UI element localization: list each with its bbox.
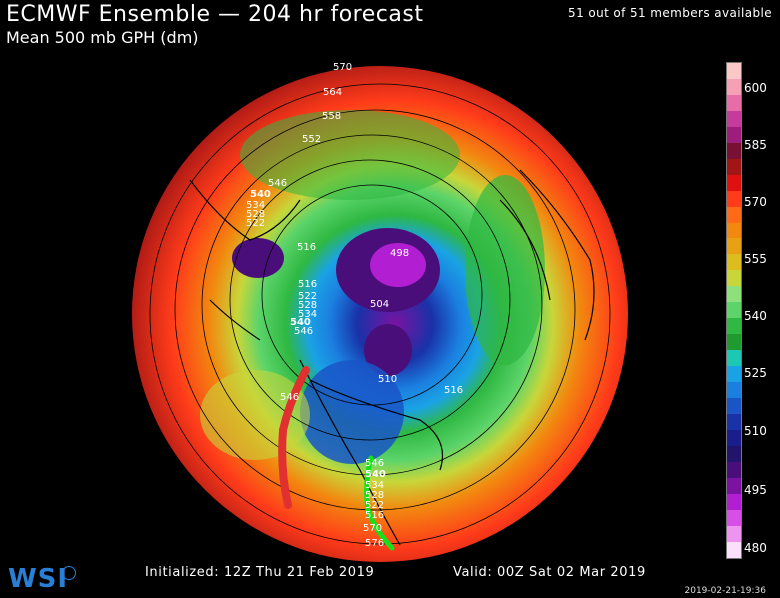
color-scale-label: 495 bbox=[744, 483, 767, 497]
contour-label: 534 bbox=[246, 200, 265, 211]
contour-label: 540 bbox=[250, 189, 271, 200]
color-scale-segment bbox=[727, 302, 741, 319]
contour-label: 534 bbox=[298, 309, 317, 320]
contour-label: 516 bbox=[297, 242, 316, 253]
contour-label: 528 bbox=[298, 300, 317, 311]
members-available: 51 out of 51 members available bbox=[568, 6, 772, 20]
atlantic-green bbox=[465, 175, 545, 365]
color-scale-segment bbox=[727, 366, 741, 383]
contour-ring-2 bbox=[174, 109, 576, 511]
color-scale-label: 600 bbox=[744, 81, 767, 95]
contour-ring-5 bbox=[261, 184, 483, 406]
contour-label: 546 bbox=[365, 458, 384, 469]
color-scale-segment bbox=[727, 286, 741, 303]
blue-trough bbox=[300, 360, 404, 464]
color-scale-label: 480 bbox=[744, 541, 767, 555]
arctic-low-center bbox=[370, 243, 426, 287]
color-scale-segment bbox=[727, 158, 741, 175]
contour-label: 546 bbox=[268, 178, 287, 189]
contour-label: 516 bbox=[365, 510, 384, 521]
contour-label: 528 bbox=[246, 209, 265, 220]
color-scale-segment bbox=[727, 413, 741, 430]
chart-title: ECMWF Ensemble — 204 hr forecast bbox=[6, 2, 424, 27]
pacific-ridge bbox=[200, 370, 310, 460]
contour-labels: 570 564 558 552 546 540 534 528 522 516 … bbox=[246, 62, 463, 549]
contour-label: 498 bbox=[390, 248, 409, 259]
color-scale-segment bbox=[727, 206, 741, 223]
color-scale-segment bbox=[727, 445, 741, 462]
contour-label: 516 bbox=[298, 279, 317, 290]
contour-ring-4 bbox=[229, 159, 511, 441]
coastline-europe bbox=[499, 169, 595, 341]
color-scale-segment bbox=[727, 461, 741, 478]
green-trough-line bbox=[364, 455, 395, 551]
contour-ring-outer bbox=[149, 83, 611, 545]
red-trough-line bbox=[278, 366, 310, 509]
contour-label: 540 bbox=[365, 469, 386, 480]
height-field-patterns bbox=[149, 83, 611, 546]
color-scale-segment bbox=[727, 94, 741, 111]
contour-label: 504 bbox=[370, 299, 389, 310]
color-scale-segment bbox=[727, 398, 741, 414]
color-scale-segment bbox=[727, 126, 741, 143]
color-scale-segment bbox=[727, 525, 741, 542]
color-scale-segment bbox=[727, 541, 741, 558]
color-scale-label: 510 bbox=[744, 424, 767, 438]
contour-label: 516 bbox=[444, 385, 463, 396]
contour-label: 576 bbox=[365, 538, 384, 549]
contour-label: 510 bbox=[378, 374, 397, 385]
contour-label: 546 bbox=[280, 392, 299, 403]
contour-label: 546 bbox=[294, 326, 313, 337]
color-scale-segment bbox=[727, 63, 741, 79]
contour-ring-3 bbox=[201, 134, 543, 476]
color-scale-segment bbox=[727, 190, 741, 207]
render-timestamp: 2019-02-21-19:36 bbox=[684, 586, 767, 596]
contour-label: 564 bbox=[323, 87, 342, 98]
color-scale-label: 585 bbox=[744, 138, 767, 152]
logo-mark-icon bbox=[62, 566, 76, 580]
contour-label: 528 bbox=[365, 490, 384, 501]
color-scale-bar bbox=[726, 62, 742, 559]
color-scale-segment bbox=[727, 477, 741, 494]
contour-label: 534 bbox=[365, 480, 384, 491]
contour-label: 552 bbox=[302, 134, 321, 145]
contour-label: 540 bbox=[290, 317, 311, 328]
color-scale-segment bbox=[727, 509, 741, 526]
color-scale-segment bbox=[727, 429, 741, 446]
hudson-low-core bbox=[364, 324, 412, 376]
color-scale-segment bbox=[727, 238, 741, 255]
color-scale-label: 555 bbox=[744, 252, 767, 266]
wsi-logo: WSI bbox=[8, 564, 69, 594]
color-scale-segment bbox=[727, 334, 741, 351]
contour-label: 522 bbox=[365, 500, 384, 511]
siberian-low-core bbox=[232, 238, 284, 278]
color-scale-label: 525 bbox=[744, 366, 767, 380]
chart-subtitle: Mean 500 mb GPH (dm) bbox=[6, 28, 199, 47]
contour-label: 570 bbox=[333, 62, 352, 73]
color-scale-label: 570 bbox=[744, 195, 767, 209]
color-scale-segment bbox=[727, 142, 741, 159]
color-scale-segment bbox=[727, 174, 741, 191]
color-scale-segment bbox=[727, 78, 741, 95]
contour-label: 522 bbox=[246, 218, 265, 229]
color-scale-segment bbox=[727, 270, 741, 287]
polar-green-band bbox=[240, 110, 460, 200]
color-scale-segment bbox=[727, 493, 741, 510]
color-scale-segment bbox=[727, 350, 741, 367]
contour-label: 558 bbox=[322, 111, 341, 122]
color-scale-segment bbox=[727, 110, 741, 127]
contour-label: 522 bbox=[298, 291, 317, 302]
color-scale-segment bbox=[727, 382, 741, 399]
color-scale-segment bbox=[727, 222, 741, 239]
color-scale-label: 540 bbox=[744, 309, 767, 323]
contour-label: 570 bbox=[363, 523, 382, 534]
color-scale-segment bbox=[727, 318, 741, 335]
color-scale-segment bbox=[727, 254, 741, 271]
valid-time: Valid: 00Z Sat 02 Mar 2019 bbox=[453, 565, 646, 580]
coastline-north-america bbox=[299, 359, 444, 546]
initialized-time: Initialized: 12Z Thu 21 Feb 2019 bbox=[145, 565, 375, 580]
